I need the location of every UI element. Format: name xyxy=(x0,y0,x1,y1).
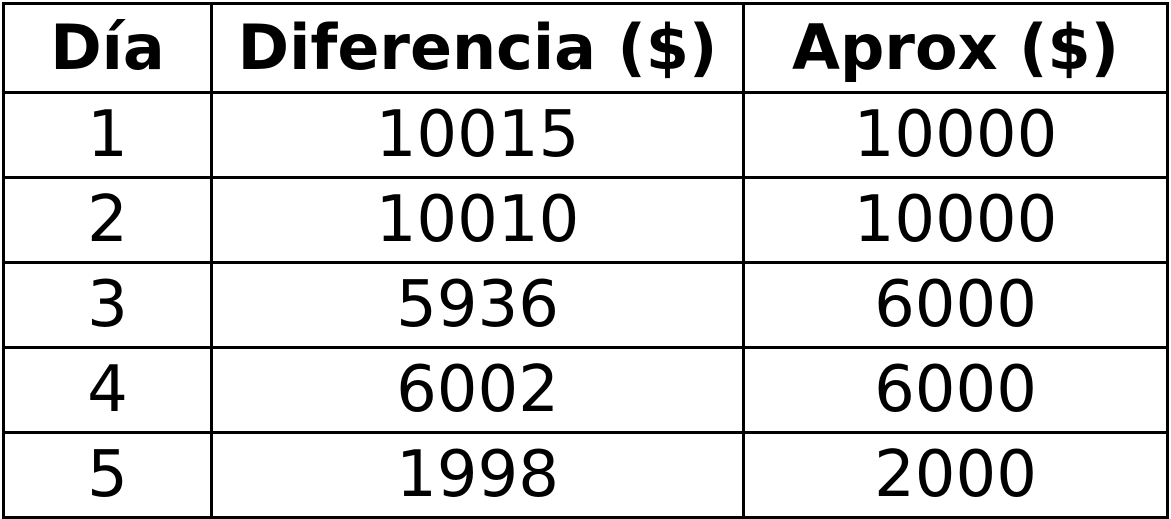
cell-dia: 2 xyxy=(2,176,213,264)
cell-dia: 1 xyxy=(2,91,213,179)
cell-dia: 5 xyxy=(2,431,213,519)
header-diferencia: Diferencia ($) xyxy=(210,2,745,94)
cell-diferencia: 1998 xyxy=(210,431,745,519)
table-row: 2 10010 10000 xyxy=(2,176,1169,264)
table-header-row: Día Diferencia ($) Aprox ($) xyxy=(2,2,1169,94)
table-row: 5 1998 2000 xyxy=(2,431,1169,519)
cell-dia: 3 xyxy=(2,261,213,349)
cell-aprox: 10000 xyxy=(742,176,1169,264)
cell-dia: 4 xyxy=(2,346,213,434)
cell-aprox: 10000 xyxy=(742,91,1169,179)
cell-diferencia: 10010 xyxy=(210,176,745,264)
cell-aprox: 2000 xyxy=(742,431,1169,519)
cell-diferencia: 10015 xyxy=(210,91,745,179)
cell-diferencia: 6002 xyxy=(210,346,745,434)
table-row: 1 10015 10000 xyxy=(2,91,1169,179)
header-dia: Día xyxy=(2,2,213,94)
header-aprox: Aprox ($) xyxy=(742,2,1169,94)
cell-aprox: 6000 xyxy=(742,346,1169,434)
cell-diferencia: 5936 xyxy=(210,261,745,349)
table-row: 3 5936 6000 xyxy=(2,261,1169,349)
cell-aprox: 6000 xyxy=(742,261,1169,349)
table-row: 4 6002 6000 xyxy=(2,346,1169,434)
